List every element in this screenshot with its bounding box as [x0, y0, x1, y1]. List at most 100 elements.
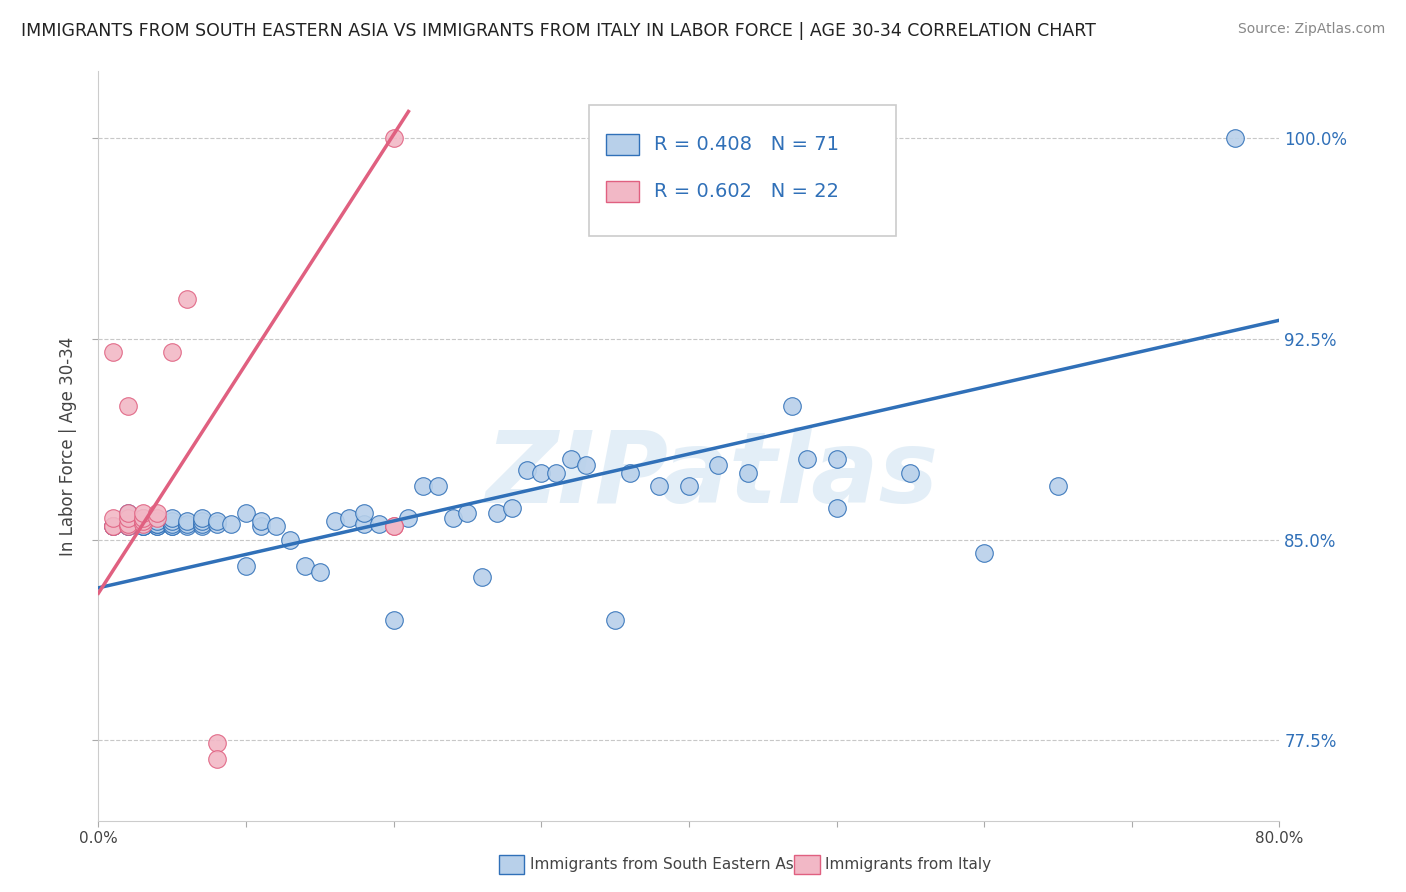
Point [132, 516, 155, 531]
Point [486, 506, 509, 520]
Point [353, 516, 375, 531]
Point [117, 516, 139, 531]
Point [132, 514, 155, 528]
Point [191, 519, 214, 533]
Point [900, 466, 922, 480]
Point [103, 519, 125, 533]
Point [117, 506, 139, 520]
FancyBboxPatch shape [589, 105, 896, 236]
Point [501, 500, 523, 515]
Point [264, 519, 287, 533]
Point [605, 613, 627, 627]
Point [176, 516, 198, 531]
Point [191, 514, 214, 528]
Point [339, 511, 361, 525]
Point [146, 514, 169, 528]
Bar [606, 181, 640, 202]
Point [132, 519, 155, 533]
Point [382, 519, 405, 533]
Point [162, 511, 183, 525]
Text: ZIPatlas: ZIPatlas [486, 427, 939, 524]
Point [146, 506, 169, 520]
Point [825, 500, 848, 515]
Point [796, 452, 818, 467]
Point [294, 559, 316, 574]
Point [575, 458, 598, 472]
Point [103, 519, 125, 533]
Text: R = 0.408   N = 71: R = 0.408 N = 71 [654, 135, 838, 153]
Point [471, 570, 494, 584]
Point [205, 516, 228, 531]
Text: Immigrants from Italy: Immigrants from Italy [825, 857, 991, 871]
Point [382, 613, 405, 627]
Point [205, 736, 228, 750]
Point [678, 479, 700, 493]
Text: R = 0.602   N = 22: R = 0.602 N = 22 [654, 182, 838, 201]
Point [132, 511, 155, 525]
Point [412, 479, 434, 493]
Point [1225, 131, 1247, 145]
Point [132, 511, 155, 525]
Point [103, 345, 125, 359]
Point [117, 519, 139, 533]
Point [146, 519, 169, 533]
Point [117, 519, 139, 533]
Point [205, 514, 228, 528]
Point [398, 511, 420, 525]
Point [427, 479, 450, 493]
Point [530, 466, 553, 480]
Point [619, 466, 641, 480]
Point [176, 292, 198, 306]
Text: Immigrants from South Eastern Asia: Immigrants from South Eastern Asia [530, 857, 807, 871]
Text: Source: ZipAtlas.com: Source: ZipAtlas.com [1237, 22, 1385, 37]
Point [132, 519, 155, 533]
Point [382, 131, 405, 145]
Point [117, 519, 139, 533]
Point [191, 511, 214, 525]
Point [309, 565, 332, 579]
Point [117, 506, 139, 520]
Point [973, 546, 995, 560]
Point [782, 399, 804, 413]
Point [235, 506, 257, 520]
Point [235, 559, 257, 574]
Point [176, 514, 198, 528]
Point [117, 399, 139, 413]
Point [737, 466, 759, 480]
Point [648, 479, 671, 493]
Point [191, 516, 214, 531]
Point [1046, 479, 1070, 493]
Point [146, 516, 169, 531]
Point [221, 516, 243, 531]
Point [132, 511, 155, 525]
Point [162, 514, 183, 528]
Point [457, 506, 479, 520]
Point [368, 516, 391, 531]
Point [516, 463, 538, 477]
Point [162, 519, 183, 533]
Point [103, 511, 125, 525]
Point [353, 506, 375, 520]
Point [560, 452, 582, 467]
Point [546, 466, 568, 480]
Point [825, 452, 848, 467]
Point [103, 519, 125, 533]
Point [146, 516, 169, 531]
Point [162, 516, 183, 531]
Text: IMMIGRANTS FROM SOUTH EASTERN ASIA VS IMMIGRANTS FROM ITALY IN LABOR FORCE | AGE: IMMIGRANTS FROM SOUTH EASTERN ASIA VS IM… [21, 22, 1095, 40]
Point [146, 519, 169, 533]
Point [441, 511, 464, 525]
Point [146, 511, 169, 525]
Point [250, 514, 273, 528]
Point [707, 458, 730, 472]
Point [323, 514, 346, 528]
Point [176, 519, 198, 533]
Point [103, 519, 125, 533]
Point [162, 345, 183, 359]
Bar [606, 134, 640, 154]
Point [132, 506, 155, 520]
Point [280, 533, 302, 547]
Point [250, 519, 273, 533]
Point [117, 511, 139, 525]
Point [382, 519, 405, 533]
